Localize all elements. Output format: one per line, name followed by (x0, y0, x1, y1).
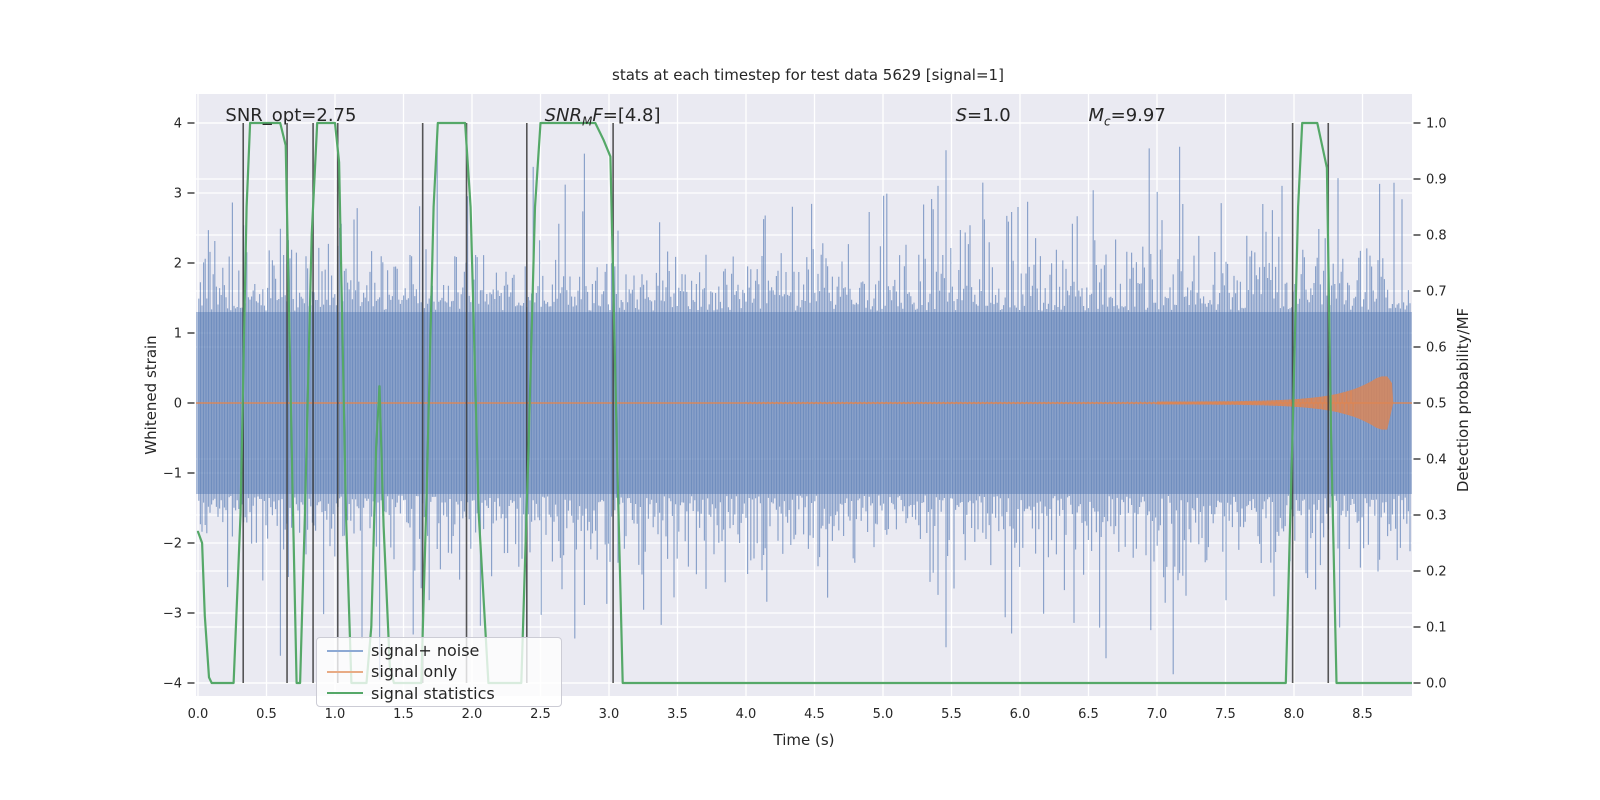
x-tick-label: 1.5 (393, 707, 414, 722)
legend-swatch-signal-noise (327, 649, 363, 652)
y-left-tick-label: 1 (174, 327, 182, 342)
x-axis-label: Time (s) (773, 731, 835, 749)
x-tick-label: 3.5 (667, 707, 688, 722)
signal-only-envelope (1157, 376, 1394, 430)
x-tick-label: 4.0 (736, 707, 757, 722)
legend-label-signal-statistics: signal statistics (371, 683, 495, 703)
x-tick-label: 5.0 (873, 707, 894, 722)
x-tick-label: 3.0 (599, 707, 620, 722)
x-tick-label: 0.0 (188, 707, 209, 722)
x-tick-label: 6.0 (1010, 707, 1031, 722)
legend-item-signal-only: signal only (317, 661, 561, 682)
y-right-tick-label: 0.1 (1426, 621, 1447, 636)
y-axis-label-right: Detection probability/MF (1454, 307, 1472, 493)
legend-swatch-signal-statistics (327, 692, 363, 695)
y-left-tick-label: −4 (163, 677, 182, 692)
x-tick-label: 6.5 (1078, 707, 1099, 722)
y-left-tick-label: −2 (163, 537, 182, 552)
legend-item-signal-noise: signal+ noise (317, 640, 561, 661)
x-tick-label: 1.0 (325, 707, 346, 722)
annotation-mc: Mc=9.97 (1089, 105, 1166, 129)
annotation-mc-tail: =9.97 (1110, 105, 1166, 126)
legend-label-signal-only: signal only (371, 662, 458, 682)
y-left-tick-label: 4 (174, 117, 182, 132)
annotation-snr-mf-tail: =[4.8] (602, 105, 661, 126)
y-right-tick-label: 0.3 (1426, 509, 1447, 524)
annotation-s: S=1.0 (956, 105, 1011, 126)
x-tick-label: 8.5 (1352, 707, 1373, 722)
x-tick-label: 7.0 (1147, 707, 1168, 722)
legend-label-signal-noise: signal+ noise (371, 641, 480, 661)
annotation-mc-lead: M (1088, 105, 1105, 126)
x-tick-label: 8.0 (1284, 707, 1305, 722)
y-right-tick-label: 0.0 (1426, 677, 1447, 692)
x-tick-label: 4.5 (804, 707, 825, 722)
y-left-tick-label: −3 (163, 607, 182, 622)
annotation-snr-mf-lead2: F (592, 105, 603, 126)
annotation-snr-mf: SNRMF=[4.8] (545, 105, 661, 129)
annotation-s-tail: =1.0 (967, 105, 1011, 126)
annotation-s-lead: S (955, 105, 968, 126)
x-tick-label: 2.5 (530, 707, 551, 722)
annotation-snr-opt: SNR_opt=2.75 (225, 105, 356, 126)
annotation-snr-opt-text: SNR_opt=2.75 (225, 105, 357, 126)
y-left-tick-label: 3 (174, 187, 182, 202)
y-right-tick-label: 0.2 (1426, 565, 1447, 580)
x-tick-label: 0.5 (256, 707, 277, 722)
annotation-mc-sub: c (1104, 114, 1111, 129)
y-right-tick-label: 0.8 (1426, 229, 1447, 244)
legend-item-signal-statistics: signal statistics (317, 683, 561, 704)
y-right-tick-label: 0.6 (1426, 341, 1447, 356)
x-tick-label: 5.5 (941, 707, 962, 722)
y-right-tick-label: 0.5 (1426, 397, 1447, 412)
y-right-tick-label: 0.7 (1426, 285, 1447, 300)
legend: signal+ noise signal only signal statist… (316, 637, 562, 707)
y-left-tick-label: 0 (174, 397, 182, 412)
y-right-tick-label: 0.4 (1426, 453, 1447, 468)
legend-swatch-signal-only (327, 670, 363, 673)
chart-title: stats at each timestep for test data 562… (612, 66, 1004, 84)
y-left-tick-label: −1 (163, 467, 182, 482)
y-right-tick-label: 0.9 (1426, 173, 1447, 188)
annotation-snr-mf-lead: SNR (544, 105, 583, 126)
annotation-snr-mf-sub: M (582, 114, 593, 129)
y-axis-label-left: Whitened strain (142, 335, 160, 455)
y-left-tick-label: 2 (174, 257, 182, 272)
x-tick-label: 2.0 (462, 707, 483, 722)
x-tick-label: 7.5 (1215, 707, 1236, 722)
noise-trace (198, 126, 1411, 680)
y-right-tick-label: 1.0 (1426, 117, 1447, 132)
